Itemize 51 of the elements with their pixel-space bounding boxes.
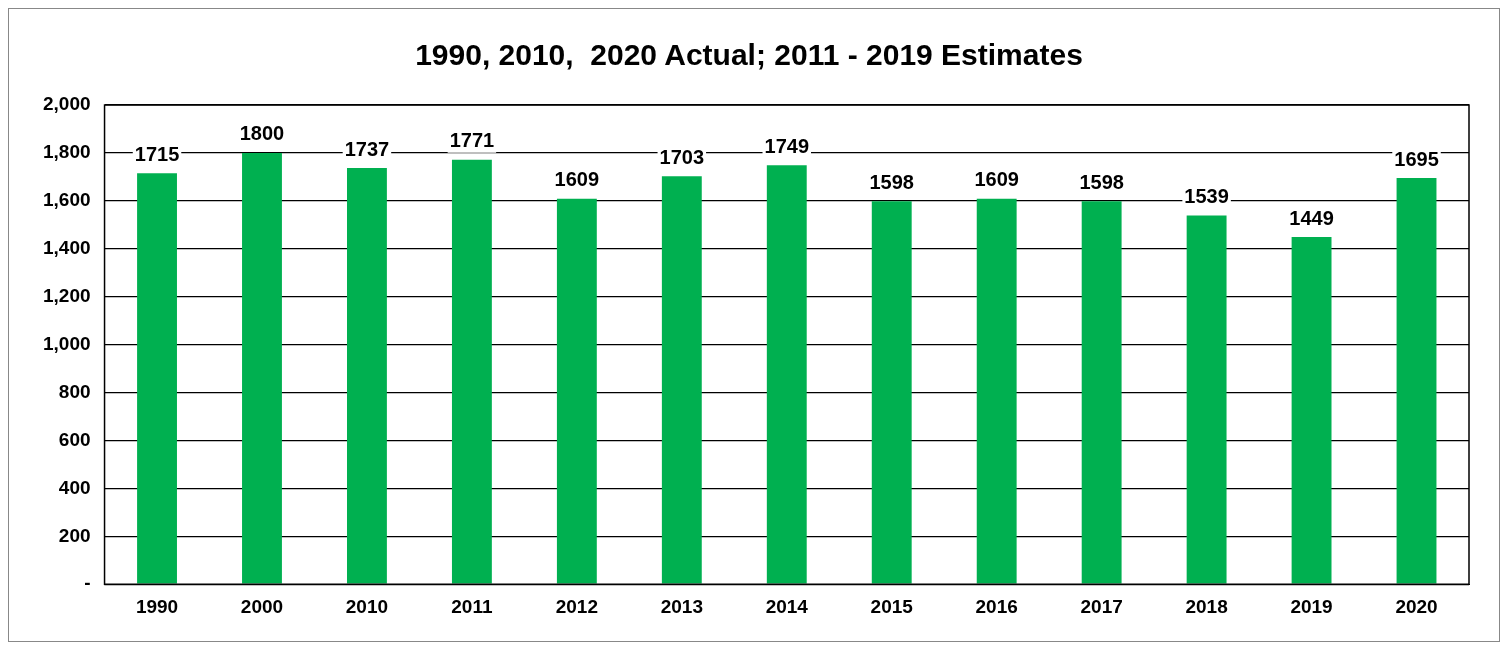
data-label: 1715 <box>134 142 180 165</box>
x-tick-label: 2015 <box>870 595 914 617</box>
data-label: 1800 <box>239 122 285 145</box>
bar <box>1396 178 1437 584</box>
x-tick-label: 2014 <box>765 595 809 617</box>
y-tick-label: 1,200 <box>43 284 91 306</box>
x-tick-label: 2017 <box>1080 595 1123 617</box>
y-tick-label: 600 <box>58 428 91 450</box>
data-label: 1609 <box>974 168 1019 191</box>
chart-title: 1990, 2010, 2020 Actual; 2011 - 2019 Estimates <box>415 38 1083 72</box>
data-label: 1703 <box>659 145 705 168</box>
x-tick-label: 2000 <box>240 595 284 617</box>
bar <box>451 159 492 584</box>
bar <box>766 165 807 584</box>
bar <box>347 168 387 584</box>
data-label: 1771 <box>449 129 495 152</box>
y-tick-label: 1,000 <box>43 332 91 354</box>
data-label: 1539 <box>1184 184 1229 207</box>
y-tick-label: - <box>84 572 91 594</box>
x-tick-label: 2011 <box>451 595 493 617</box>
x-tick-label: 2016 <box>975 595 1018 617</box>
y-tick-label: 200 <box>58 524 91 546</box>
x-tick-label: 2018 <box>1185 595 1228 617</box>
x-tick-label: 2012 <box>555 595 598 617</box>
bar <box>976 198 1017 584</box>
x-tick-label: 1990 <box>135 595 179 617</box>
data-label: 1695 <box>1394 147 1439 170</box>
x-tick-label: 2010 <box>345 595 389 617</box>
x-tick-label: 2019 <box>1290 595 1333 617</box>
data-label: 1749 <box>764 134 810 157</box>
data-label: 1598 <box>1079 170 1124 193</box>
bar <box>871 201 912 584</box>
bar <box>137 173 177 584</box>
bar <box>1291 237 1332 584</box>
bar <box>242 152 282 584</box>
data-label: 1598 <box>869 170 914 193</box>
bar <box>1081 201 1122 584</box>
data-label: 1449 <box>1289 206 1334 229</box>
bar <box>661 176 702 584</box>
bar <box>1186 215 1227 584</box>
bar <box>556 198 597 584</box>
x-tick-label: 2013 <box>660 595 703 617</box>
y-tick-label: 400 <box>58 476 91 498</box>
y-tick-label: 2,000 <box>43 93 91 115</box>
x-tick-label: 2020 <box>1395 595 1438 617</box>
data-label: 1737 <box>344 137 390 160</box>
y-tick-label: 1,400 <box>43 236 91 258</box>
y-tick-label: 800 <box>58 380 91 402</box>
y-tick-label: 1,600 <box>43 189 91 211</box>
data-label: 1609 <box>554 168 600 191</box>
y-tick-label: 1,800 <box>43 141 91 163</box>
